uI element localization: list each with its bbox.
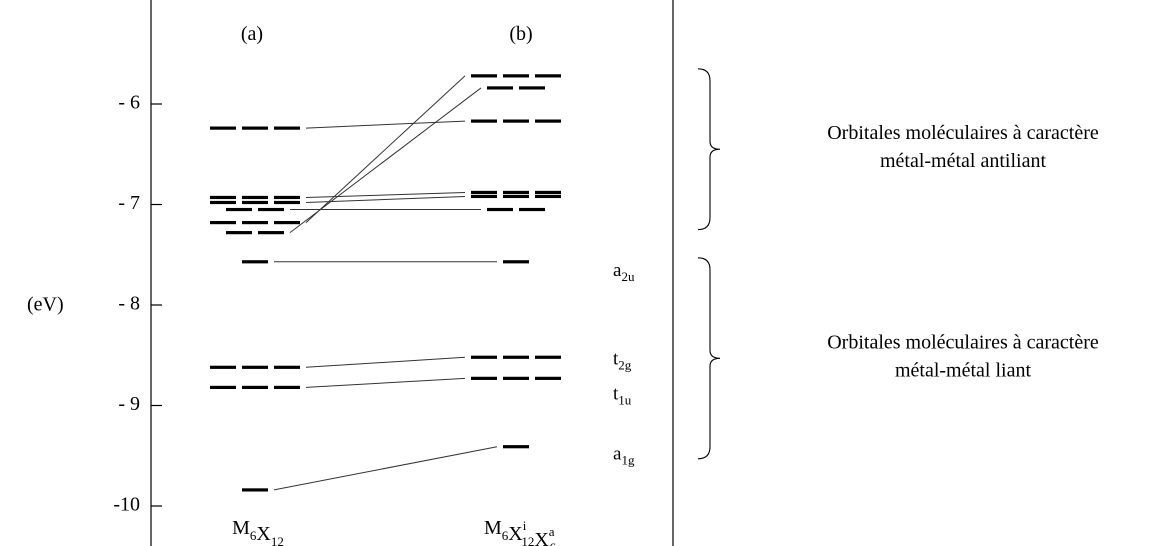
y-tick-label: -10 bbox=[113, 494, 140, 516]
correlation-line bbox=[305, 191, 466, 198]
correlation-lines bbox=[273, 75, 498, 491]
level-dash-b bbox=[519, 86, 545, 90]
correlation-line bbox=[305, 75, 466, 223]
group-label-line: Orbitales moléculaires à caractère bbox=[827, 331, 1099, 353]
level-dash-a bbox=[210, 200, 236, 205]
level-dash-b bbox=[471, 190, 497, 195]
levels-column-a bbox=[210, 126, 300, 492]
level-dash-b bbox=[503, 445, 529, 449]
level-dash-a bbox=[226, 207, 252, 212]
correlation-line bbox=[305, 377, 466, 388]
correlation-line bbox=[305, 195, 466, 203]
level-dash-a bbox=[242, 195, 268, 200]
y-tick-label: - 7 bbox=[118, 192, 140, 214]
correlation-line bbox=[289, 87, 482, 234]
group-label-line: métal-métal antiliant bbox=[880, 150, 1046, 172]
group-label-line: Orbitales moléculaires à caractère bbox=[827, 122, 1099, 144]
level-dash-a bbox=[258, 231, 284, 235]
level-dash-a bbox=[274, 385, 300, 390]
level-dash-a bbox=[242, 488, 268, 492]
level-dash-b bbox=[503, 194, 529, 199]
level-dash-b bbox=[519, 207, 545, 212]
formula-b: M6Xi12Xa6 bbox=[484, 517, 557, 546]
level-dash-a bbox=[274, 126, 300, 130]
level-dash-b bbox=[471, 194, 497, 199]
level-dash-b bbox=[503, 376, 529, 380]
level-dash-a bbox=[210, 385, 236, 390]
level-dash-a bbox=[210, 365, 236, 369]
level-dash-a bbox=[274, 365, 300, 369]
level-dash-b bbox=[471, 119, 497, 123]
level-dash-a bbox=[242, 365, 268, 369]
level-dash-b bbox=[471, 74, 497, 78]
level-dash-b bbox=[487, 86, 513, 90]
level-dash-b bbox=[503, 355, 529, 359]
orbital-symmetry-labels: a2u t2g t1u a1g bbox=[613, 260, 635, 468]
level-dash-a bbox=[210, 126, 236, 130]
level-dash-b bbox=[503, 119, 529, 123]
level-dash-a bbox=[274, 200, 300, 205]
y-tick-label: - 8 bbox=[118, 293, 140, 315]
level-dash-b bbox=[487, 207, 513, 212]
level-dash-a bbox=[242, 220, 268, 225]
group-label-line: métal-métal liant bbox=[895, 359, 1031, 381]
correlation-line bbox=[273, 446, 498, 491]
y-tick-label: - 6 bbox=[118, 92, 140, 114]
y-tick-label: - 9 bbox=[118, 393, 140, 415]
y-axis: - 6 - 7 - 8 - 9 -10 bbox=[113, 92, 162, 516]
level-dash-a bbox=[210, 220, 236, 225]
level-dash-b bbox=[535, 190, 561, 195]
level-dash-a bbox=[242, 126, 268, 130]
orbital-groups: Orbitales moléculaires à caractère métal-… bbox=[697, 68, 1099, 460]
level-dash-b bbox=[503, 190, 529, 195]
level-dash-a bbox=[210, 195, 236, 200]
level-dash-a bbox=[242, 260, 268, 264]
level-dash-b bbox=[535, 74, 561, 78]
correlation-line bbox=[305, 120, 466, 129]
orbital-label-t1u: t1u bbox=[613, 383, 632, 407]
level-dash-b bbox=[535, 194, 561, 199]
level-dash-a bbox=[242, 385, 268, 390]
column-a-label: (a) bbox=[241, 23, 263, 45]
level-dash-b bbox=[535, 376, 561, 380]
level-dash-b bbox=[535, 119, 561, 123]
level-dash-b bbox=[503, 74, 529, 78]
formula-a: M6X12 bbox=[232, 517, 284, 546]
group-brace bbox=[697, 68, 721, 231]
level-dash-a bbox=[274, 195, 300, 200]
levels-column-b bbox=[471, 74, 561, 449]
level-dash-a bbox=[274, 220, 300, 225]
column-b-label: (b) bbox=[509, 23, 532, 45]
level-dash-b bbox=[503, 260, 529, 264]
level-dash-a bbox=[258, 207, 284, 212]
orbital-label-a1g: a1g bbox=[613, 444, 635, 468]
correlation-line bbox=[305, 356, 466, 368]
orbital-label-a2u: a2u bbox=[613, 260, 635, 284]
level-dash-a bbox=[226, 231, 252, 235]
level-dash-a bbox=[242, 200, 268, 205]
orbital-label-t2g: t2g bbox=[613, 348, 632, 372]
level-dash-b bbox=[471, 355, 497, 359]
group-brace bbox=[697, 257, 721, 460]
y-axis-label: (eV) bbox=[27, 294, 64, 316]
level-dash-b bbox=[471, 376, 497, 380]
level-dash-b bbox=[535, 355, 561, 359]
